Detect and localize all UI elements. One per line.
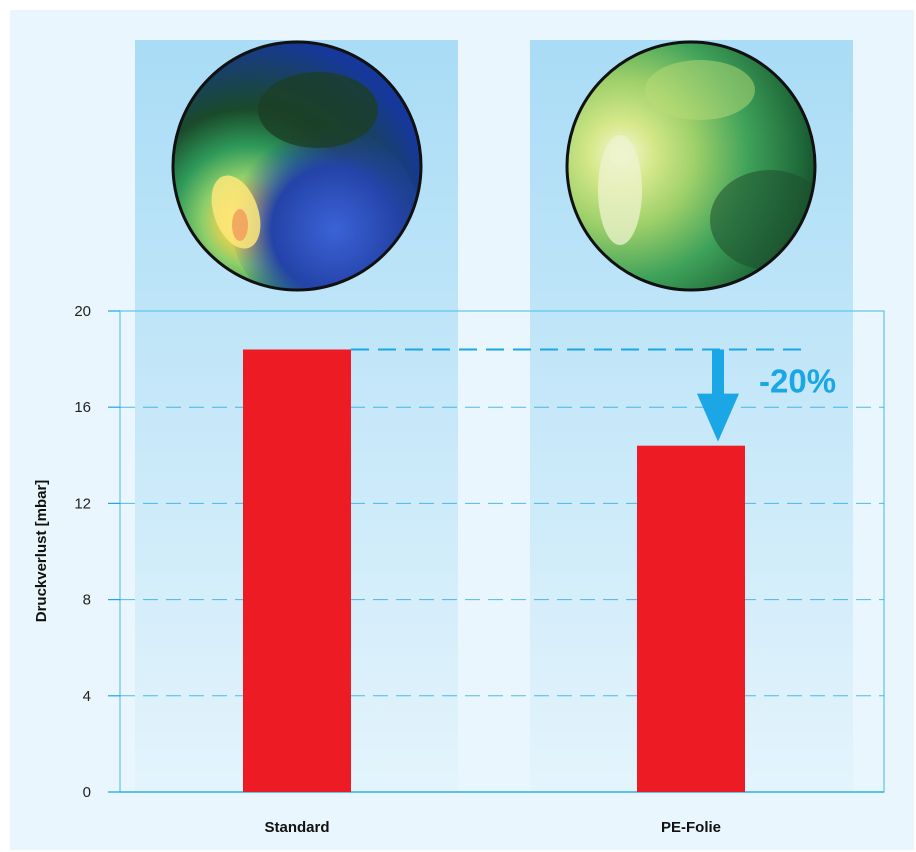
category-labels: Standard PE-Folie [264,819,721,836]
category-label-pe-folie: PE-Folie [661,819,721,836]
arrow-shaft [712,349,724,396]
y-tick-label-12: 12 [74,495,91,512]
y-tick-label-8: 8 [83,592,91,609]
flow-map-standard [171,40,423,292]
bar-standard [243,349,351,792]
y-tick-labels: 0 4 8 12 16 20 [74,303,91,801]
reduction-annotation: -20% [351,348,836,442]
y-axis-label: Druckverlust [mbar] [33,480,50,623]
arrow-down-icon [697,393,739,442]
bars [243,349,745,792]
y-tick-label-16: 16 [74,399,91,416]
y-tick-label-0: 0 [83,784,91,801]
bar-pe-folie [637,445,745,792]
y-tick-label-20: 20 [74,303,91,320]
category-label-standard: Standard [264,819,329,836]
reduction-label: -20% [759,362,836,399]
y-tick-label-4: 4 [83,688,91,705]
